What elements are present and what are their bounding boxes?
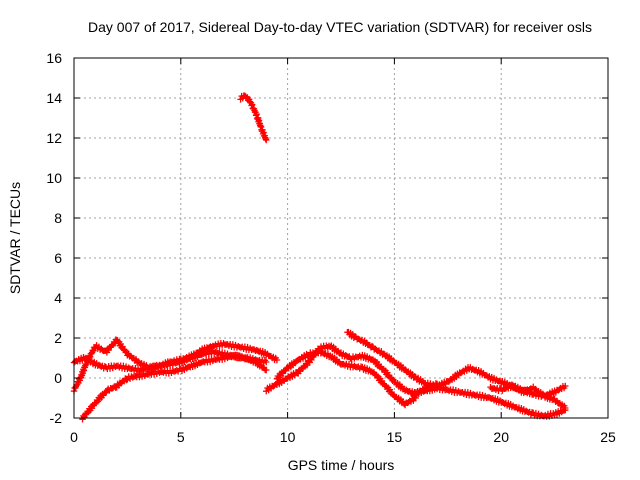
x-tick-label: 20 xyxy=(493,429,509,445)
data-point-marker xyxy=(263,136,270,144)
y-tick-label: 14 xyxy=(46,90,62,106)
plot-frame xyxy=(73,57,609,419)
data-point-marker xyxy=(123,376,130,384)
y-tick-label: 8 xyxy=(54,210,62,226)
data-points xyxy=(70,92,569,423)
x-tick-label: 10 xyxy=(280,429,296,445)
y-tick-label: 0 xyxy=(54,370,62,386)
axis-ticks: 0 5 10 15 20 25 -2 0 2 4 6 8 10 12 14 16 xyxy=(46,50,616,445)
x-tick-label: 25 xyxy=(600,429,616,445)
y-tick-label: 6 xyxy=(54,250,62,266)
data-point-marker xyxy=(263,366,270,374)
y-tick-label: 16 xyxy=(46,50,62,66)
data-point-marker xyxy=(368,342,376,350)
y-tick-label: 10 xyxy=(46,170,62,186)
y-tick-label: 4 xyxy=(54,290,62,306)
y-tick-label: 12 xyxy=(46,130,62,146)
y-tick-label: -2 xyxy=(50,410,63,426)
grid-lines xyxy=(74,58,608,418)
y-axis-label: SDTVAR / TECUs xyxy=(7,182,23,294)
x-tick-label: 15 xyxy=(387,429,403,445)
data-point-marker xyxy=(562,382,569,390)
data-point-marker xyxy=(86,353,94,361)
data-point-marker xyxy=(273,356,281,364)
chart-title: Day 007 of 2017, Sidereal Day-to-day VTE… xyxy=(88,19,592,35)
data-point-marker xyxy=(411,373,418,380)
x-tick-label: 5 xyxy=(177,429,185,445)
y-tick-label: 2 xyxy=(54,330,62,346)
data-point-marker xyxy=(562,404,569,412)
data-point-marker xyxy=(85,356,92,363)
data-point-marker xyxy=(263,358,270,366)
x-tick-label: 0 xyxy=(70,429,78,445)
x-axis-label: GPS time / hours xyxy=(288,457,395,473)
data-point-marker xyxy=(539,390,547,398)
